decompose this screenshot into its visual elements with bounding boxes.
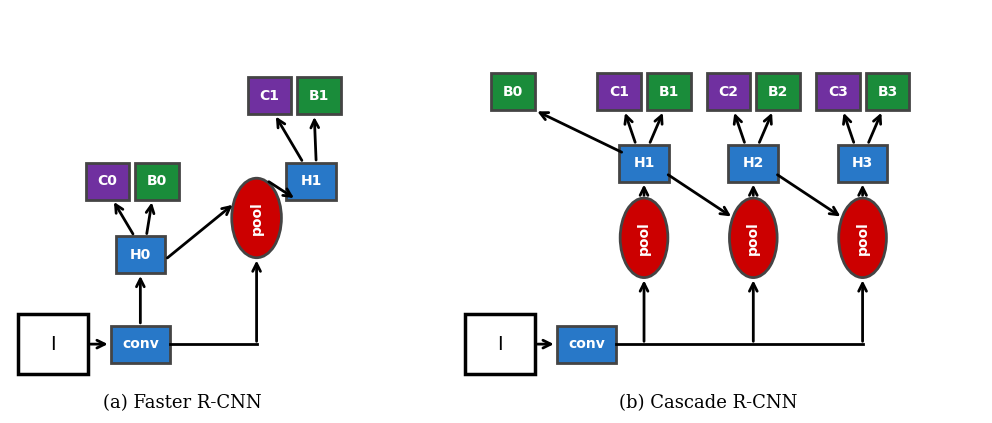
Text: B2: B2 xyxy=(768,85,789,99)
Text: pool: pool xyxy=(746,221,760,255)
Text: C2: C2 xyxy=(718,85,738,99)
Text: B1: B1 xyxy=(659,85,680,99)
Text: conv: conv xyxy=(568,337,605,351)
Text: C3: C3 xyxy=(827,85,848,99)
Text: H0: H0 xyxy=(130,248,151,262)
FancyBboxPatch shape xyxy=(298,77,341,114)
FancyBboxPatch shape xyxy=(597,74,641,110)
FancyBboxPatch shape xyxy=(465,314,535,374)
Text: B0: B0 xyxy=(147,174,168,188)
Text: H2: H2 xyxy=(743,157,764,170)
Text: (b) Cascade R-CNN: (b) Cascade R-CNN xyxy=(619,394,798,412)
FancyBboxPatch shape xyxy=(619,145,669,182)
Text: H1: H1 xyxy=(633,157,655,170)
FancyBboxPatch shape xyxy=(756,74,800,110)
FancyBboxPatch shape xyxy=(815,74,860,110)
FancyBboxPatch shape xyxy=(18,314,87,374)
Text: B3: B3 xyxy=(877,85,898,99)
FancyBboxPatch shape xyxy=(491,74,535,110)
Text: I: I xyxy=(51,335,56,354)
Ellipse shape xyxy=(838,198,887,277)
Ellipse shape xyxy=(232,178,282,258)
Text: pool: pool xyxy=(250,201,264,235)
FancyBboxPatch shape xyxy=(115,236,166,273)
Text: H1: H1 xyxy=(301,174,322,188)
Text: pool: pool xyxy=(637,221,651,255)
FancyBboxPatch shape xyxy=(557,326,616,363)
Text: (a) Faster R-CNN: (a) Faster R-CNN xyxy=(103,394,261,412)
FancyBboxPatch shape xyxy=(866,74,910,110)
Text: conv: conv xyxy=(122,337,159,351)
Ellipse shape xyxy=(620,198,668,277)
Text: pool: pool xyxy=(855,221,870,255)
Text: I: I xyxy=(497,335,503,354)
FancyBboxPatch shape xyxy=(248,77,292,114)
FancyBboxPatch shape xyxy=(85,163,129,200)
FancyBboxPatch shape xyxy=(110,326,171,363)
FancyBboxPatch shape xyxy=(287,163,336,200)
FancyBboxPatch shape xyxy=(728,145,778,182)
FancyBboxPatch shape xyxy=(647,74,690,110)
Text: C0: C0 xyxy=(97,174,117,188)
Text: C1: C1 xyxy=(260,89,280,103)
Text: C1: C1 xyxy=(609,85,629,99)
Ellipse shape xyxy=(729,198,777,277)
FancyBboxPatch shape xyxy=(706,74,750,110)
Text: B1: B1 xyxy=(309,89,329,103)
FancyBboxPatch shape xyxy=(837,145,888,182)
Text: B0: B0 xyxy=(503,85,523,99)
FancyBboxPatch shape xyxy=(135,163,180,200)
Text: H3: H3 xyxy=(852,157,873,170)
